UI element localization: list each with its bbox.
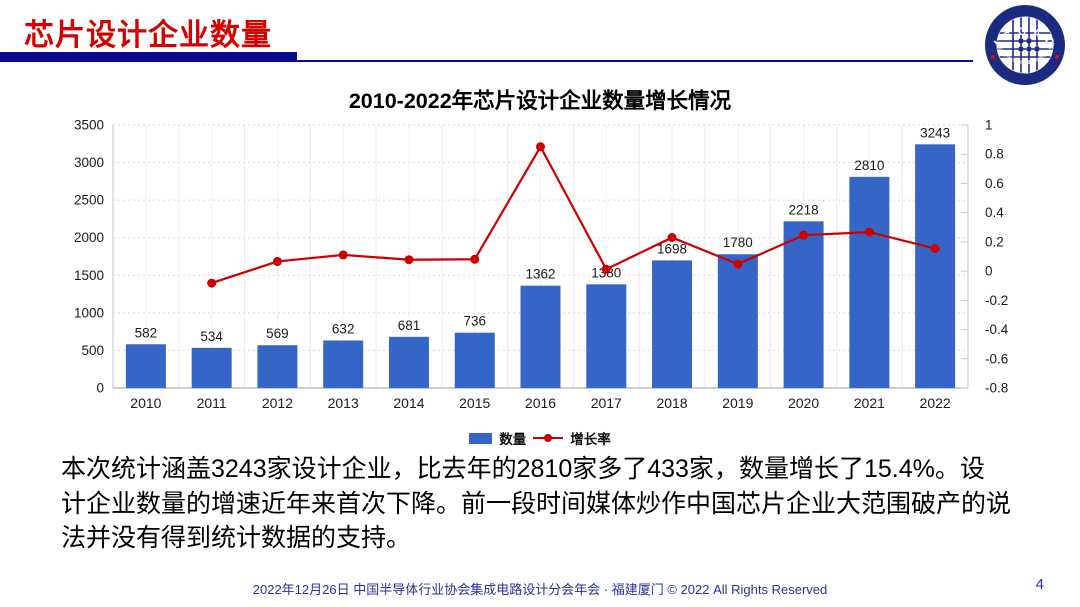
svg-text:2810: 2810: [854, 158, 884, 173]
body-line-3: 法并没有得到统计数据的支持。: [61, 524, 412, 552]
chart-title: 2010-2022年芯片设计企业数量增长情况: [348, 89, 732, 113]
body-line-2: 计企业数量的增速近年来首次下降。前一段时间媒体炒作中国芯片企业大范围破产的说: [61, 489, 1012, 518]
svg-text:2218: 2218: [789, 202, 819, 217]
page-number: 4: [1035, 576, 1044, 593]
svg-text:2012: 2012: [262, 395, 293, 411]
svg-text:1: 1: [985, 118, 993, 133]
svg-text:2013: 2013: [328, 395, 359, 411]
svg-text:0.2: 0.2: [985, 234, 1004, 249]
svg-text:736: 736: [463, 314, 486, 329]
chart-canvas: 3500 3000 2500 2000 1500 1000 500 0 1 0.8 0.6 0.4 0.…: [74, 118, 1009, 412]
svg-text:1500: 1500: [74, 268, 104, 283]
svg-text:2014: 2014: [393, 395, 424, 411]
svg-text:1362: 1362: [525, 267, 555, 282]
legend-line-dot-icon: [544, 433, 553, 442]
svg-text:-0.4: -0.4: [985, 322, 1009, 337]
svg-text:-0.2: -0.2: [985, 293, 1008, 308]
legend-bar-swatch-icon: [469, 432, 493, 444]
body-paragraph: 本次统计涵盖3243家设计企业，比去年的2810家多了433家，数量增长了15.…: [61, 452, 1011, 556]
svg-text:2015: 2015: [459, 395, 490, 411]
svg-text:2021: 2021: [854, 395, 885, 411]
header-rule-thick: [0, 52, 297, 61]
svg-text:2022: 2022: [920, 395, 951, 411]
svg-text:2020: 2020: [788, 395, 819, 411]
slide-title: 芯片设计企业数量: [24, 19, 272, 52]
legend-label-quantity: 数量: [499, 432, 527, 447]
svg-text:0: 0: [985, 264, 993, 279]
svg-text:1698: 1698: [657, 241, 687, 256]
body-line-1: 本次统计涵盖3243家设计企业，比去年的2810家多了433家，数量增长了15.…: [61, 455, 985, 483]
svg-text:3243: 3243: [920, 125, 950, 140]
svg-text:681: 681: [398, 318, 421, 333]
svg-text:2019: 2019: [722, 395, 753, 411]
svg-text:-0.6: -0.6: [985, 351, 1008, 366]
legend-label-growth: 增长率: [570, 432, 611, 447]
svg-text:582: 582: [135, 325, 158, 340]
svg-text:500: 500: [81, 343, 104, 358]
logo-chip-grid: [997, 17, 1053, 73]
legend-line-swatch-icon: [533, 433, 564, 442]
svg-text:2010: 2010: [130, 395, 161, 411]
svg-text:3500: 3500: [74, 118, 104, 133]
svg-text:2500: 2500: [74, 193, 104, 208]
svg-text:0.4: 0.4: [985, 205, 1004, 220]
svg-text:2017: 2017: [591, 395, 622, 411]
svg-text:3000: 3000: [74, 155, 104, 170]
svg-text:1000: 1000: [74, 305, 104, 320]
svg-text:2000: 2000: [74, 230, 104, 245]
svg-text:-0.8: -0.8: [985, 381, 1008, 396]
svg-text:569: 569: [266, 326, 289, 341]
iccad-logo-icon: I C C A D 中国半导体行业协会集成电路设计分会: [985, 5, 1065, 85]
header-rule-thin: [0, 60, 973, 62]
chart-legend: 数量 增长率: [0, 428, 1080, 448]
svg-text:632: 632: [332, 322, 355, 337]
svg-text:2018: 2018: [656, 395, 687, 411]
footer-text: 2022年12月26日 中国半导体行业协会集成电路设计分会年会 · 福建厦门 ©…: [252, 582, 828, 597]
svg-text:0.8: 0.8: [985, 147, 1004, 162]
svg-text:0.6: 0.6: [985, 176, 1004, 191]
svg-text:2011: 2011: [197, 395, 227, 411]
svg-text:2016: 2016: [525, 395, 556, 411]
svg-text:1780: 1780: [723, 235, 753, 250]
svg-text:534: 534: [200, 329, 223, 344]
svg-text:0: 0: [96, 381, 104, 396]
